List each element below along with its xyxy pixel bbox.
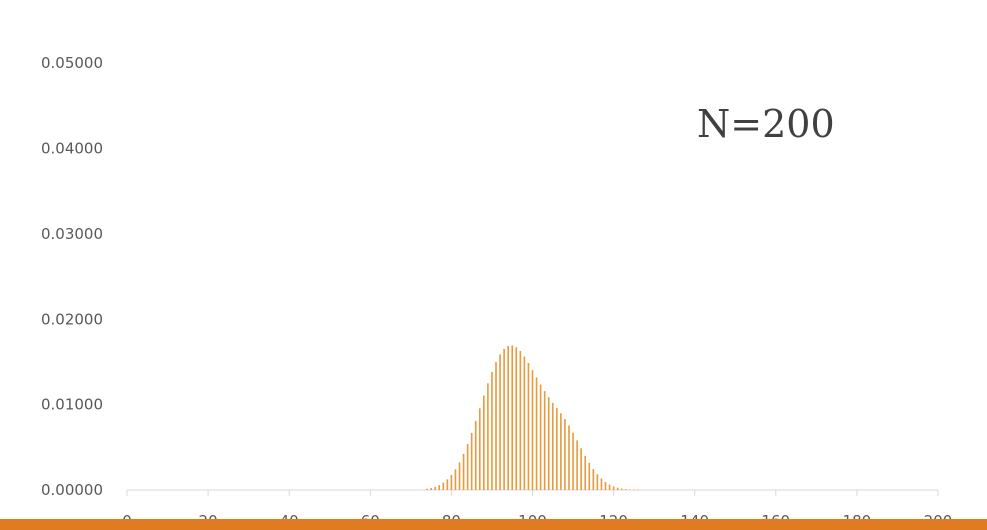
bar [487, 383, 489, 490]
bar [499, 354, 501, 490]
y-tick-label: 0.01000 [41, 396, 103, 414]
bar [458, 462, 461, 490]
bar [600, 478, 603, 490]
bar [624, 489, 627, 490]
bar [556, 408, 558, 490]
bar [592, 469, 595, 490]
y-tick-label: 0.04000 [41, 140, 103, 158]
bar [564, 418, 566, 490]
bar [535, 377, 538, 490]
bar [503, 348, 505, 490]
bar [633, 489, 635, 491]
bar [466, 444, 469, 490]
bar [442, 482, 445, 490]
bar [539, 384, 542, 490]
bar [543, 391, 546, 490]
bar [426, 488, 428, 490]
bar [616, 487, 619, 490]
bar [560, 413, 562, 490]
bar [450, 474, 453, 490]
bar [430, 488, 432, 490]
bar [495, 362, 497, 490]
bar [580, 448, 582, 490]
bar [483, 395, 485, 490]
bar [491, 371, 493, 490]
y-tick-label: 0.03000 [41, 225, 103, 243]
bar [434, 486, 436, 490]
bar [629, 489, 631, 491]
bar [438, 485, 441, 490]
bar [511, 345, 514, 490]
y-tick-label: 0.00000 [41, 481, 103, 499]
bottom-accent-band [0, 519, 987, 530]
bar [523, 356, 526, 490]
bar [527, 362, 530, 490]
y-axis-ticks: 0.00000 0.01000 0.02000 0.03000 0.04000 0.050… [41, 54, 103, 499]
bar [478, 408, 481, 490]
bar [620, 488, 623, 490]
bar [507, 345, 509, 490]
bar [572, 432, 574, 490]
bar [584, 455, 587, 490]
bar [446, 479, 449, 490]
bar-series [426, 345, 639, 491]
bar [531, 370, 534, 490]
bar [596, 474, 599, 490]
bar [474, 420, 477, 490]
bar [608, 484, 611, 490]
bar [568, 425, 570, 490]
sample-size-annotation: N=200 [697, 102, 835, 146]
bar [519, 351, 522, 490]
bar [515, 347, 518, 490]
bar [454, 469, 457, 490]
bar [547, 397, 550, 490]
y-tick-label: 0.05000 [41, 54, 103, 72]
bar [551, 402, 554, 490]
y-tick-label: 0.02000 [41, 310, 103, 328]
bar [612, 486, 615, 490]
bar [637, 489, 639, 491]
bar [470, 432, 473, 490]
bar [588, 462, 591, 490]
bar [462, 453, 465, 490]
bar [576, 440, 578, 490]
bar [604, 481, 607, 490]
